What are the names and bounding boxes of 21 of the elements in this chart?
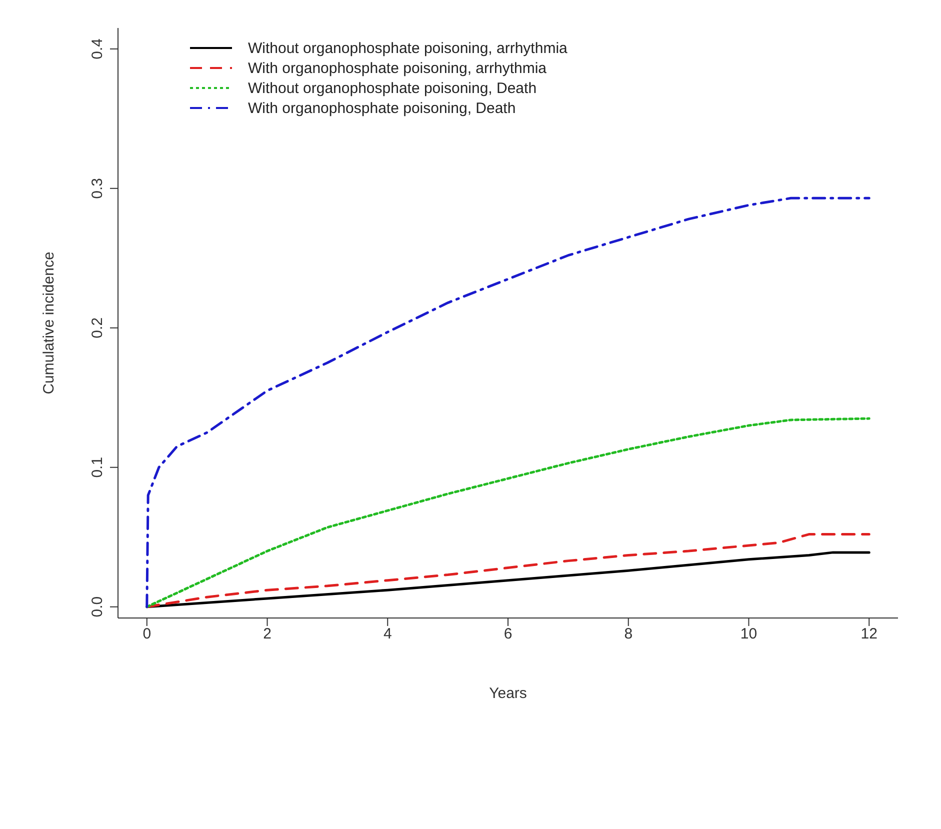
legend-label: Without organophosphate poisoning, Death	[248, 80, 537, 96]
legend-label: With organophosphate poisoning, arrhythmia	[248, 60, 547, 76]
x-tick-label: 10	[740, 626, 758, 643]
y-tick-label: 0.2	[89, 317, 106, 338]
x-tick-label: 0	[142, 626, 152, 643]
x-tick-label: 2	[263, 626, 272, 643]
y-tick-label: 0.1	[89, 456, 106, 478]
x-axis-title: Years	[489, 685, 527, 702]
line-series	[146, 533, 870, 608]
line-series	[146, 196, 870, 608]
y-tick-label: 0.3	[89, 178, 106, 199]
line-series	[146, 417, 870, 608]
y-tick-label: 0.0	[89, 596, 106, 618]
x-tick-label: 12	[860, 626, 878, 643]
y-axis-title: Cumulative incidence	[40, 252, 58, 394]
x-tick-label: 8	[624, 626, 633, 643]
x-tick-label: 6	[504, 626, 512, 643]
y-tick-label: 0.4	[89, 38, 106, 60]
legend-label: With organophosphate poisoning, Death	[248, 100, 516, 116]
legend-label: Without organophosphate poisoning, arrhythmia	[248, 40, 568, 56]
x-tick-label: 4	[383, 626, 392, 643]
